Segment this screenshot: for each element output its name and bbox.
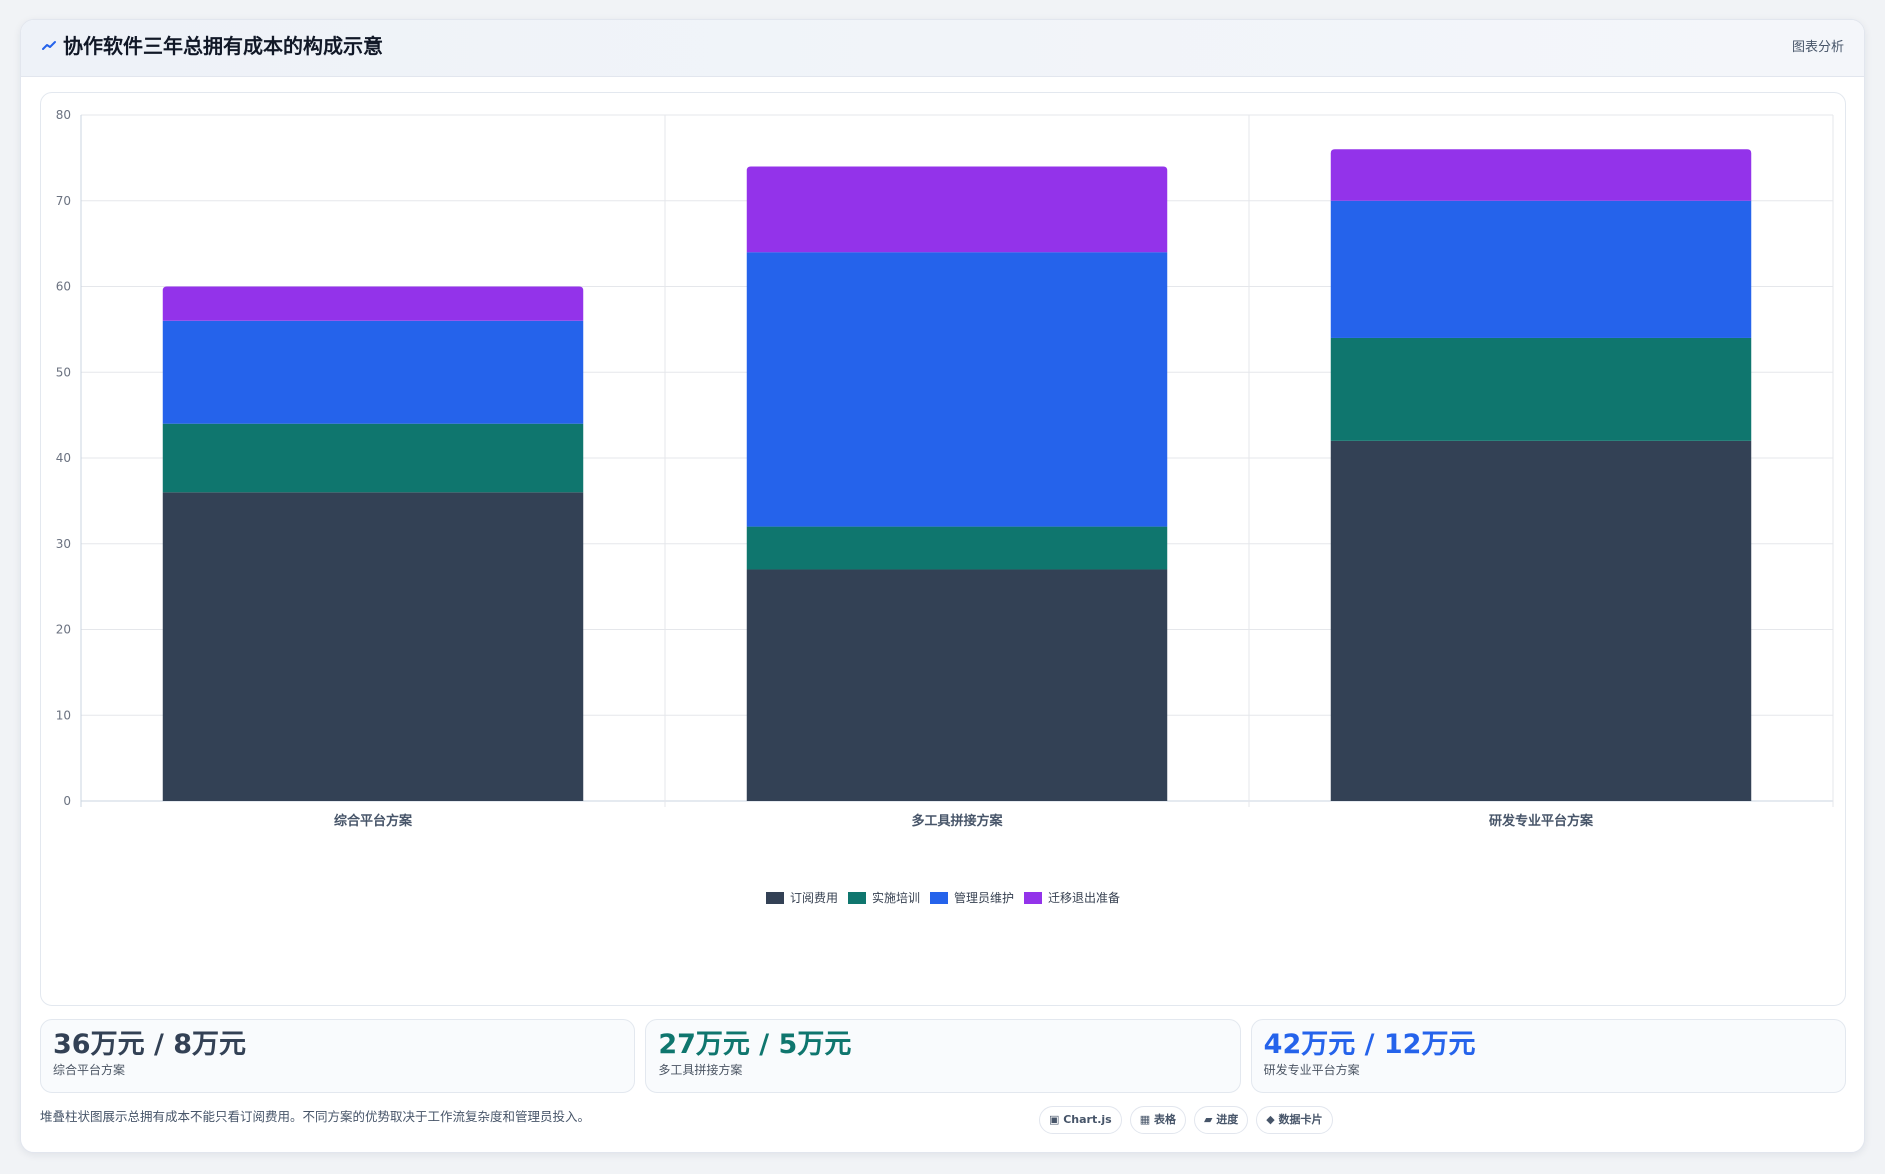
stat-value: 42万元 / 12万元: [1263, 1029, 1476, 1060]
chart-title: 协作软件三年总拥有成本的构成示意: [63, 34, 383, 58]
stat-label: 多工具拼接方案: [658, 1063, 743, 1077]
legend-item[interactable]: 实施培训: [847, 889, 920, 906]
stat-label: 研发专业平台方案: [1263, 1063, 1360, 1077]
y-tick-label: 80: [56, 108, 71, 122]
y-tick-label: 30: [56, 537, 71, 551]
chart-legend: 订阅费用 实施培训 管理员维护 迁移退出准备: [41, 889, 1845, 907]
bar-segment: [162, 286, 584, 321]
legend-label: 管理员维护: [954, 891, 1015, 905]
stat-label: 综合平台方案: [53, 1063, 126, 1077]
stat-card: 36万元 / 8万元 综合平台方案: [40, 1019, 636, 1093]
stat-card: 42万元 / 12万元 研发专业平台方案: [1250, 1019, 1846, 1093]
legend-label: 迁移退出准备: [1048, 891, 1121, 905]
bar-segment: [162, 492, 584, 801]
stat-card: 27万元 / 5万元 多工具拼接方案: [645, 1019, 1241, 1093]
legend-swatch: [765, 891, 784, 904]
y-tick-label: 70: [56, 194, 71, 208]
legend-item[interactable]: 订阅费用: [765, 889, 838, 906]
bar-segment: [746, 526, 1168, 570]
chart-card: 协作软件三年总拥有成本的构成示意 图表分析 0 10 20 30 40 50 60 70 80 综…: [20, 19, 1865, 1153]
chip-data-card[interactable]: ◆ 数据卡片: [1256, 1106, 1333, 1134]
legend-swatch: [930, 891, 948, 904]
x-tick-label: 多工具拼接方案: [911, 813, 1003, 829]
legend-item[interactable]: 管理员维护: [930, 889, 1014, 906]
y-tick-label: 20: [56, 623, 71, 637]
bar-segment: [162, 423, 584, 493]
stats-row: 36万元 / 8万元 综合平台方案 27万元 / 5万元 多工具拼接方案 42万…: [40, 1019, 1846, 1093]
legend-swatch: [847, 891, 866, 904]
chart-analysis-button[interactable]: 图表分析: [1791, 40, 1844, 55]
y-tick-label: 10: [56, 708, 71, 722]
chip-chartjs[interactable]: ▣ Chart.js: [1039, 1106, 1122, 1134]
bar-segment: [1330, 337, 1752, 441]
stacked-bar-chart: 0 10 20 30 40 50 60 70 80 综合平台方案 多工具拼接方案 研发专业平台方案: [56, 108, 1834, 829]
legend-item[interactable]: 迁移退出准备: [1024, 889, 1120, 906]
bar-segment: [1330, 149, 1752, 201]
bar-segment: [746, 252, 1168, 527]
bar-segment: [746, 569, 1168, 801]
bar-segment: [746, 166, 1168, 253]
footnote: 堆叠柱状图展示总拥有成本不能只看订阅费用。不同方案的优势取决于工作流复杂度和管理…: [40, 1109, 591, 1124]
bar-segment: [1330, 440, 1752, 801]
stat-value: 36万元 / 8万元: [53, 1029, 247, 1060]
y-tick-label: 60: [56, 280, 71, 294]
stat-value: 27万元 / 5万元: [658, 1029, 852, 1060]
legend-label: 实施培训: [871, 891, 920, 905]
card-header: 协作软件三年总拥有成本的构成示意 图表分析: [21, 20, 1864, 77]
y-tick-label: 40: [56, 451, 71, 465]
chart-panel: 0 10 20 30 40 50 60 70 80 综合平台方案 多工具拼接方案 研发专业平台方案 订…: [40, 92, 1846, 1006]
bar-segment: [1330, 200, 1752, 338]
y-tick-label: 0: [63, 794, 71, 808]
bar-segment: [162, 320, 584, 424]
chip-progress[interactable]: ▰ 进度: [1193, 1106, 1249, 1134]
legend-swatch: [1024, 891, 1043, 904]
y-tick-label: 50: [56, 365, 71, 379]
chip-table[interactable]: ▦ 表格: [1129, 1106, 1186, 1134]
trend-icon: [42, 41, 56, 50]
x-tick-label: 综合平台方案: [334, 813, 413, 829]
view-chips: ▣ Chart.js ▦ 表格 ▰ 进度 ◆ 数据卡片: [1039, 1106, 1333, 1134]
x-tick-label: 研发专业平台方案: [1489, 813, 1594, 829]
legend-label: 订阅费用: [789, 891, 838, 905]
